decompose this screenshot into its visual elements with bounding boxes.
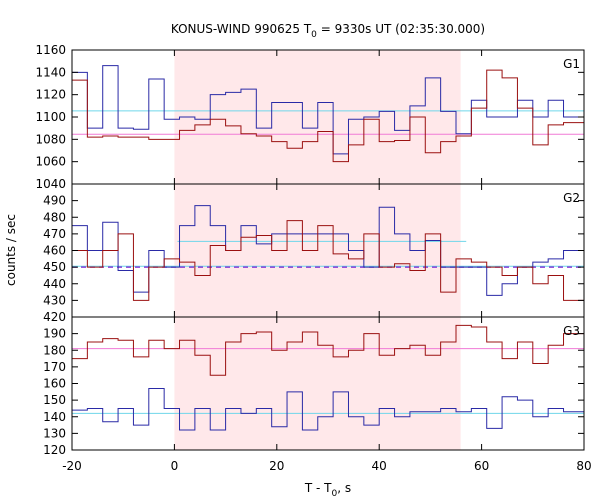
series-blue-g2 [72, 205, 584, 296]
x-axis-label: T - T0, s [304, 481, 351, 499]
panel-label: G1 [563, 57, 580, 71]
y-tick-label: 130 [43, 426, 66, 440]
y-tick-label: 180 [43, 343, 66, 357]
x-tick-label: 40 [372, 459, 387, 473]
y-tick-label: 490 [43, 194, 66, 208]
y-tick-label: 460 [43, 244, 66, 258]
y-tick-label: 1140 [35, 65, 66, 79]
y-tick-label: 420 [43, 310, 66, 324]
y-tick-label: 450 [43, 260, 66, 274]
panel-g2: 420 430 440 450 460 470 480 490 G2 [43, 183, 585, 324]
y-axis-label: counts / sec [4, 214, 18, 286]
y-tick-label: 440 [43, 277, 66, 291]
panel-label: G2 [563, 191, 580, 205]
panel-plot-area [72, 205, 584, 301]
y-tick-label: 1060 [35, 155, 66, 169]
y-tick-label: 160 [43, 377, 66, 391]
y-tick-label: 140 [43, 410, 66, 424]
y-tick-label: 1040 [35, 177, 66, 191]
y-tick-label: 190 [43, 327, 66, 341]
y-tick-label: 170 [43, 360, 66, 374]
panel-label: G3 [563, 324, 580, 338]
x-axis-ticks: -20 0 20 40 60 80 [62, 459, 591, 473]
panel-g1: 1040 1060 1080 1100 1120 1140 1160 G1 [35, 43, 585, 191]
y-tick-label: 1120 [35, 88, 66, 102]
series-red-g1 [72, 69, 584, 163]
x-tick-label: 80 [576, 459, 591, 473]
panel-plot-area [72, 65, 584, 163]
chart-title: KONUS-WIND 990625 T0 = 9330s UT (02:35:3… [171, 22, 485, 40]
panel-plot-area [72, 324, 584, 431]
y-tick-label: 1160 [35, 43, 66, 57]
y-tick-label: 430 [43, 293, 66, 307]
panel-g3: 120 130 140 150 160 170 180 190 G3 [43, 316, 585, 457]
x-tick-label: 20 [269, 459, 284, 473]
y-tick-label: 1100 [35, 110, 66, 124]
y-tick-label: 480 [43, 210, 66, 224]
y-tick-label: 1080 [35, 132, 66, 146]
x-tick-label: 60 [474, 459, 489, 473]
y-tick-label: 150 [43, 393, 66, 407]
y-tick-label: 120 [43, 443, 66, 457]
series-red-g2 [72, 220, 584, 301]
y-tick-label: 470 [43, 227, 66, 241]
x-tick-label: 0 [171, 459, 179, 473]
x-tick-label: -20 [62, 459, 82, 473]
series-blue-g1 [72, 65, 584, 155]
series-blue-g3 [72, 387, 584, 431]
series-red-g3 [72, 324, 584, 376]
